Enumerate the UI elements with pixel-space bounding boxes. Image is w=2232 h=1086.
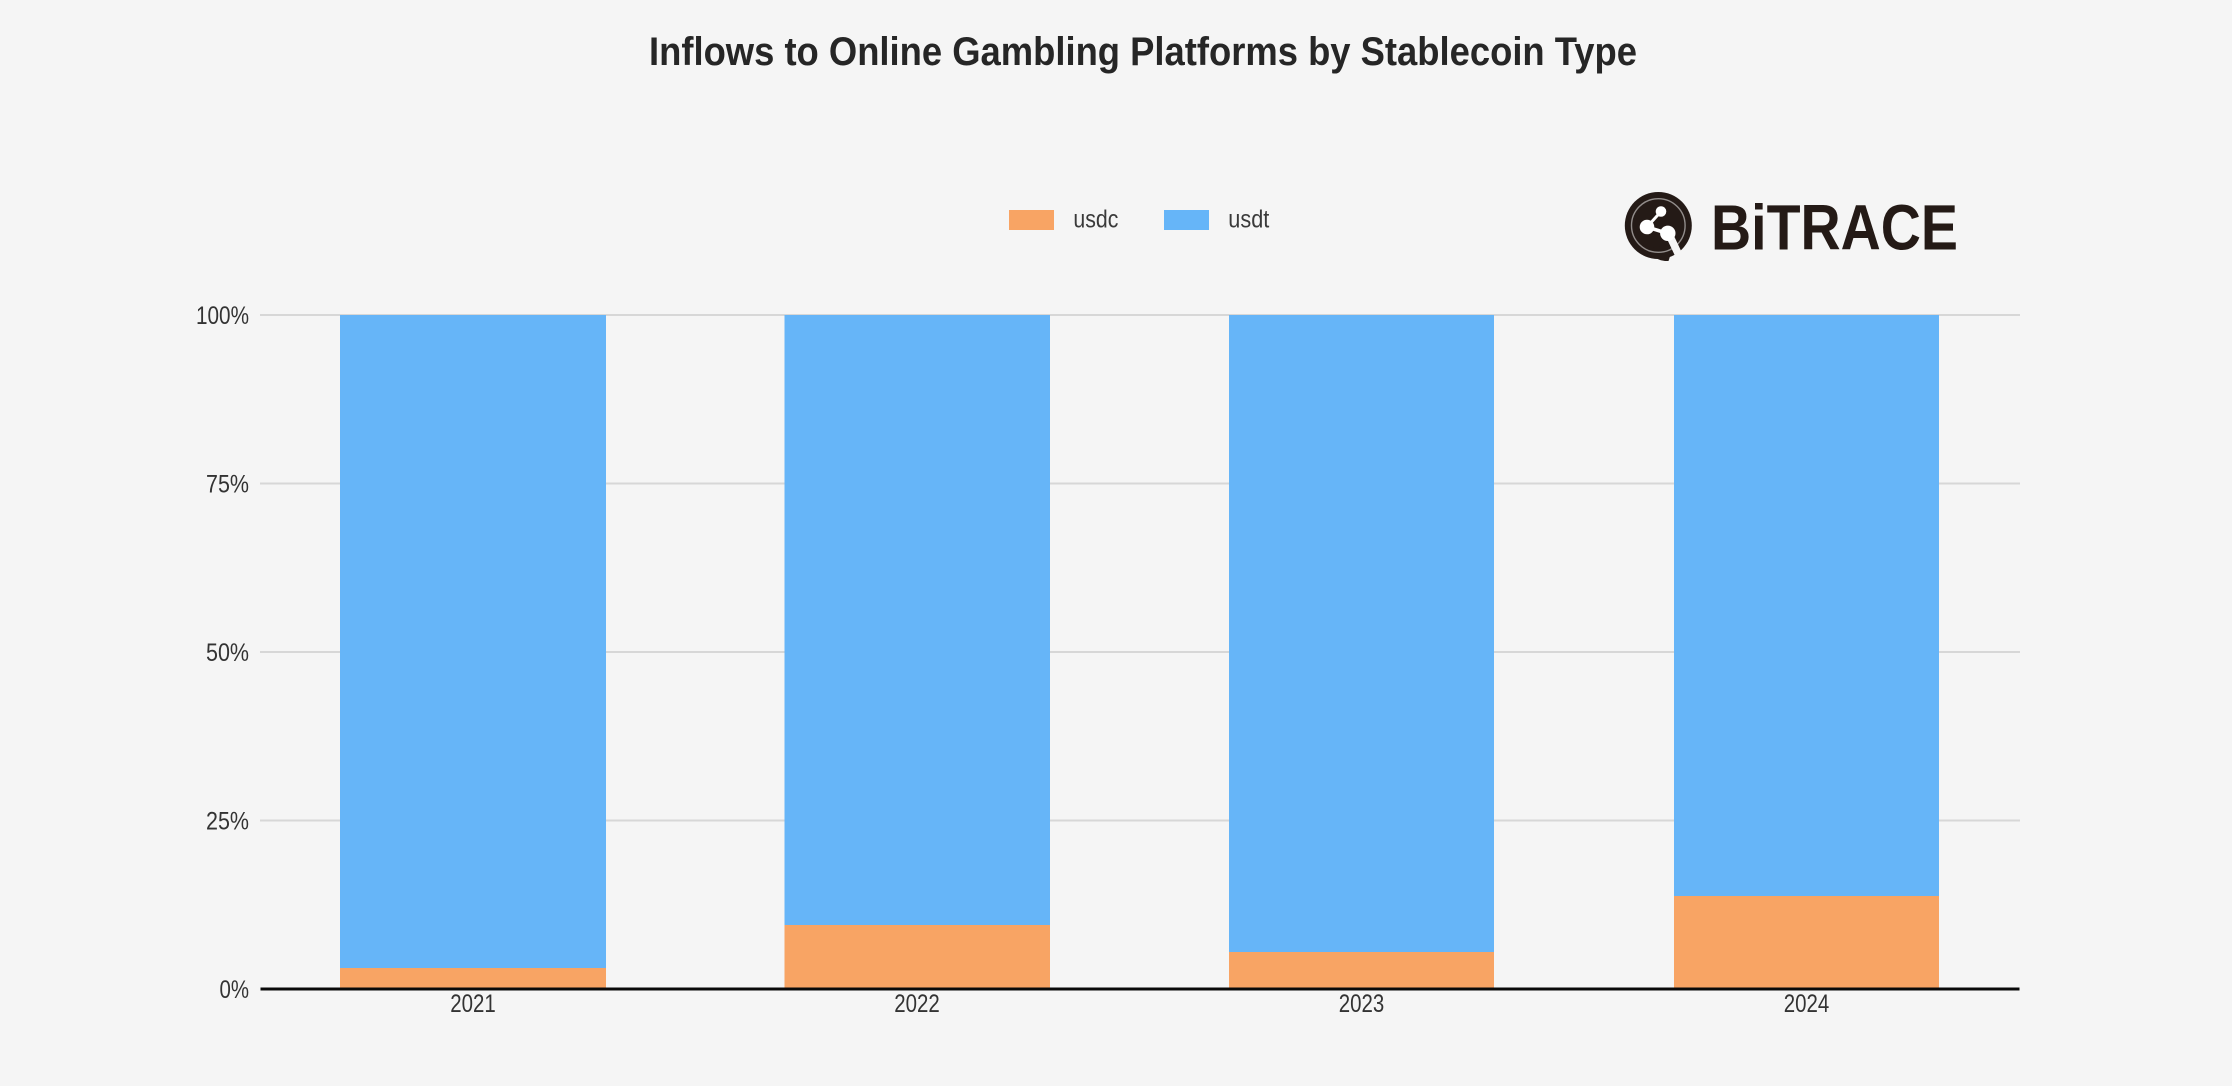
svg-text:2022: 2022: [894, 990, 940, 1018]
svg-text:Inflows to Online Gambling Pla: Inflows to Online Gambling Platforms by …: [649, 30, 1637, 74]
svg-text:2023: 2023: [1339, 990, 1385, 1018]
svg-text:75%: 75%: [206, 470, 249, 498]
svg-text:25%: 25%: [206, 807, 249, 835]
svg-text:100%: 100%: [196, 302, 249, 330]
svg-text:usdt: usdt: [1228, 206, 1269, 234]
svg-text:2021: 2021: [450, 990, 496, 1018]
svg-text:BiTRACE: BiTRACE: [1711, 191, 1958, 263]
svg-text:50%: 50%: [206, 639, 249, 667]
svg-text:0%: 0%: [220, 976, 250, 1004]
svg-text:2024: 2024: [1784, 990, 1830, 1018]
svg-text:usdc: usdc: [1073, 206, 1118, 234]
